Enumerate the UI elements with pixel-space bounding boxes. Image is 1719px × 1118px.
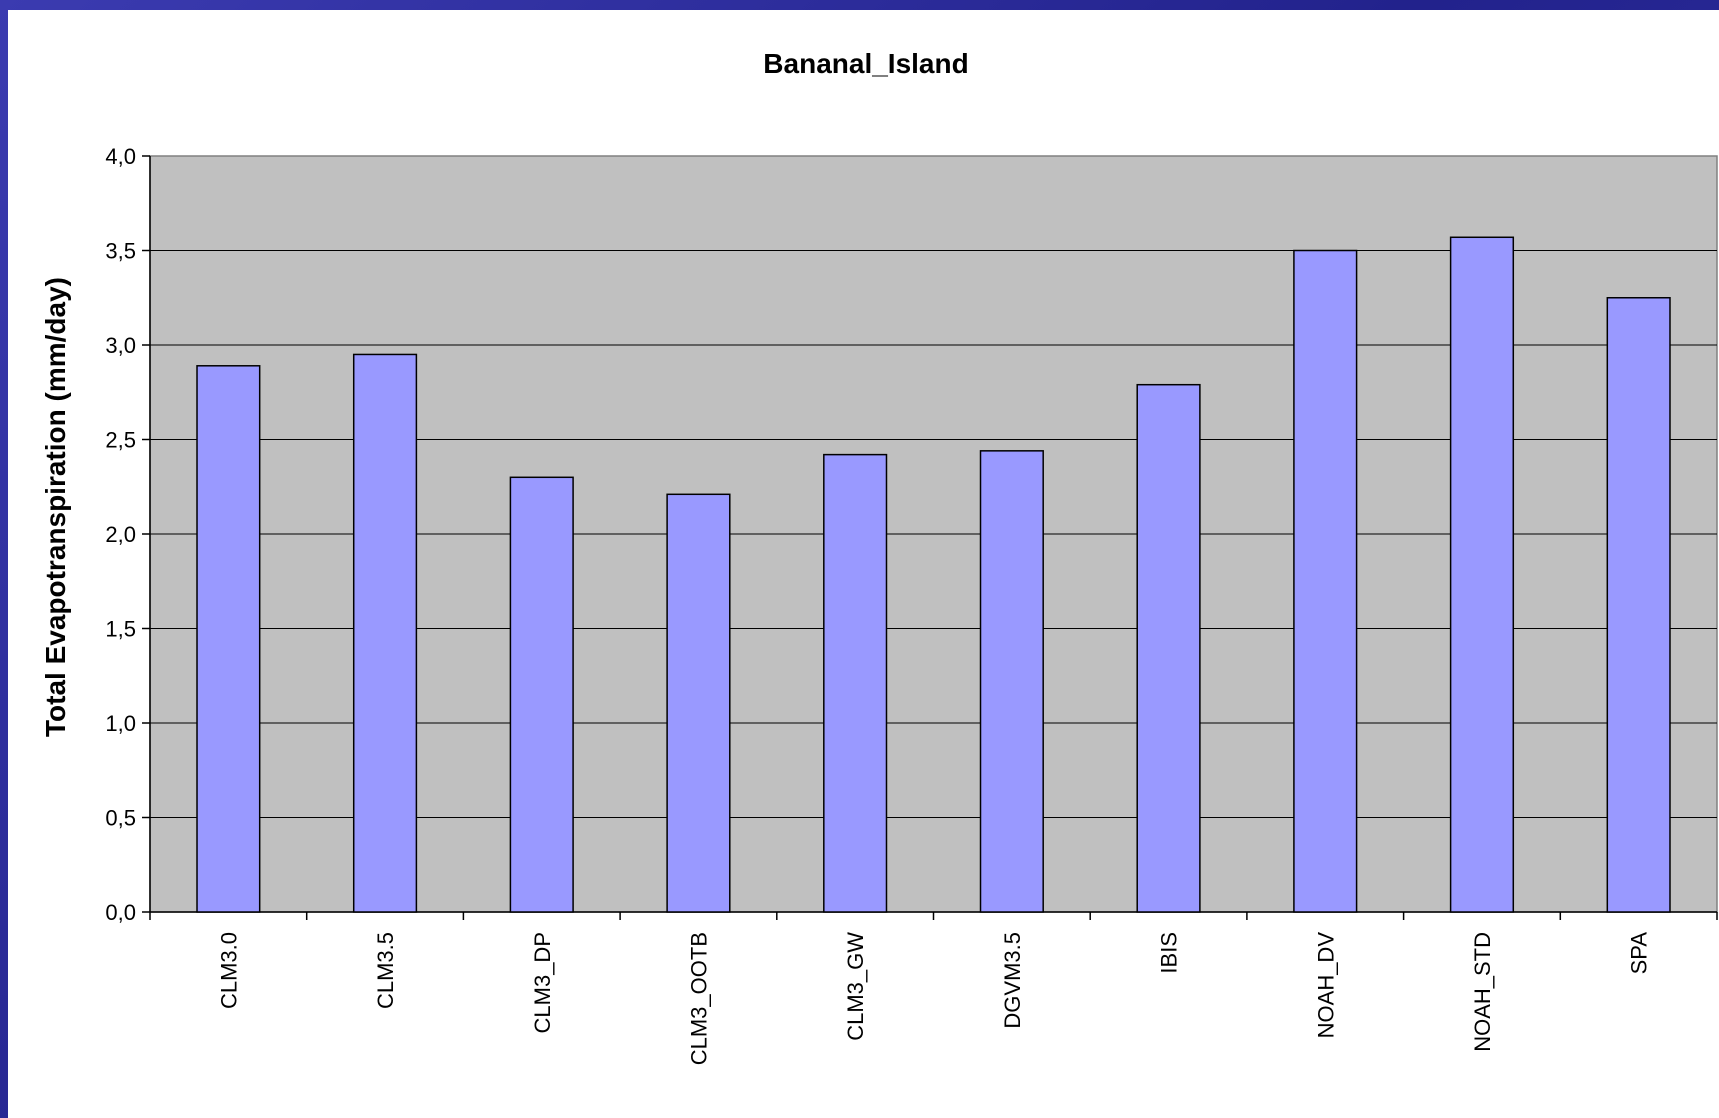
y-tick-label: 3,0 (105, 333, 136, 358)
x-category-label: CLM3_DP (530, 932, 555, 1033)
x-category-label: NOAH_STD (1470, 932, 1495, 1052)
y-tick-label: 1,5 (105, 617, 136, 642)
bar (666, 493, 731, 913)
x-category-label: CLM3.5 (373, 932, 398, 1009)
bar (1449, 236, 1515, 913)
chart-title: Bananal_Island (763, 48, 968, 79)
y-tick-label: 1,0 (105, 711, 136, 736)
bar (352, 353, 418, 913)
x-category-label: DGVM3.5 (1000, 932, 1025, 1029)
bar (509, 476, 574, 913)
bar (979, 450, 1044, 913)
y-axis-label: Total Evapotranspiration (mm/day) (40, 277, 71, 737)
y-tick-label: 4,0 (105, 144, 136, 169)
y-tick-label: 0,0 (105, 900, 136, 925)
bar (1293, 249, 1358, 913)
x-category-label: IBIS (1157, 932, 1182, 974)
x-category-label: NOAH_DV (1313, 932, 1338, 1039)
x-category-label: CLM3.0 (216, 932, 241, 1009)
x-category-label: SPA (1627, 932, 1652, 975)
bar (1136, 383, 1201, 913)
bar (1606, 297, 1671, 913)
x-category-label: CLM3_OOTB (686, 932, 711, 1065)
y-tick-label: 2,5 (105, 428, 136, 453)
bar (196, 365, 261, 913)
bar (823, 453, 888, 913)
y-tick-label: 0,5 (105, 806, 136, 831)
y-tick-label: 2,0 (105, 522, 136, 547)
y-tick-label: 3,5 (105, 239, 136, 264)
x-category-label: CLM3_GW (843, 932, 868, 1041)
